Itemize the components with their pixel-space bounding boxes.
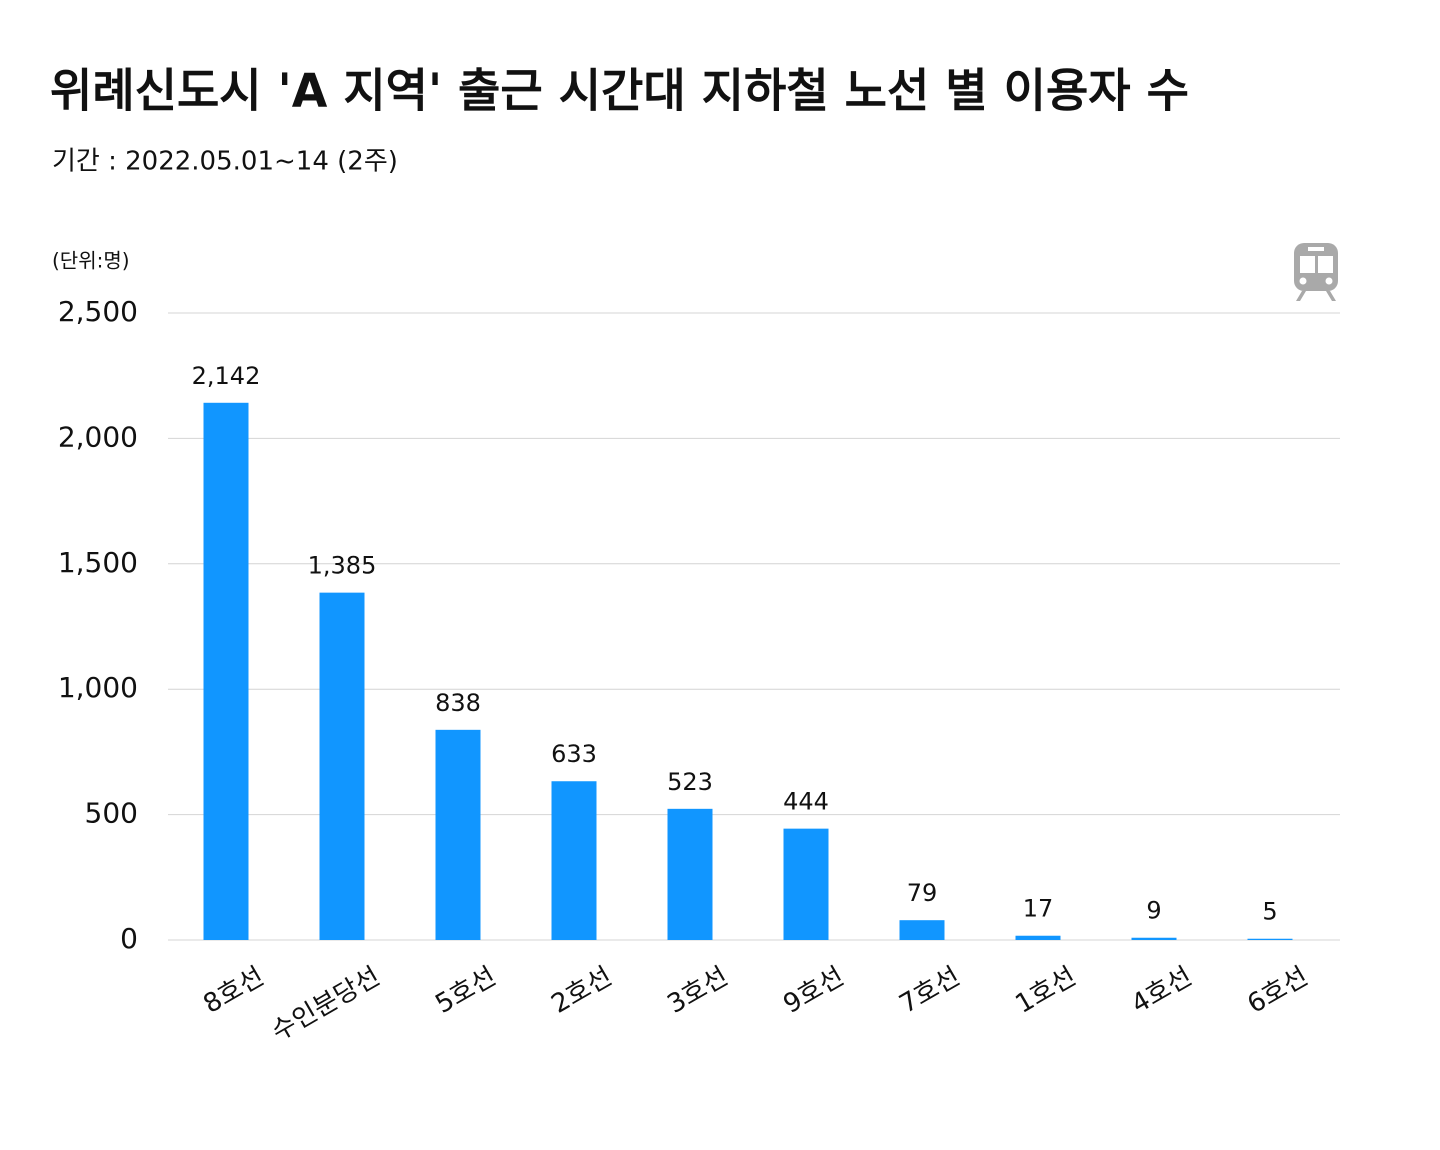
y-tick-label: 2,000 [58, 420, 138, 453]
x-tick-label: 9호선 [778, 962, 849, 1020]
x-tick-label: 4호선 [1126, 962, 1197, 1020]
chart-title: 위례신도시 'A 지역' 출근 시간대 지하철 노선 별 이용자 수 [50, 64, 1189, 118]
x-tick-label: 8호선 [198, 962, 269, 1020]
x-tick-label: 2호선 [546, 962, 617, 1020]
y-tick-label: 1,000 [58, 671, 138, 704]
x-tick-label: 5호선 [430, 962, 501, 1020]
x-tick-label: 6호선 [1242, 962, 1313, 1020]
bar [1131, 937, 1177, 940]
value-label: 9 [1146, 897, 1161, 925]
bar [435, 729, 481, 940]
y-tick-label: 2,500 [58, 295, 138, 328]
value-label: 79 [907, 879, 938, 907]
y-tick-label: 500 [85, 797, 138, 830]
bar [783, 828, 829, 940]
chart-subtitle: 기간 : 2022.05.01~14 (2주) [52, 147, 398, 177]
y-tick-label: 0 [120, 922, 138, 955]
value-label: 1,385 [308, 552, 377, 580]
bar [319, 592, 365, 940]
train-icon [1294, 243, 1338, 301]
value-label: 444 [783, 788, 829, 816]
unit-label: (단위:명) [52, 249, 130, 273]
value-label: 5 [1262, 898, 1277, 926]
bar [899, 920, 945, 940]
bar [667, 808, 713, 940]
bar [1015, 935, 1061, 940]
x-tick-label: 수인분당선 [267, 962, 386, 1048]
x-tick-label: 3호선 [662, 962, 733, 1020]
bar [203, 402, 249, 941]
value-label: 2,142 [192, 362, 261, 390]
value-label: 17 [1023, 895, 1054, 923]
x-tick-label: 7호선 [894, 962, 965, 1020]
y-tick-label: 1,500 [58, 546, 138, 579]
value-label: 633 [551, 740, 597, 768]
value-label: 523 [667, 768, 713, 796]
bar [1247, 938, 1293, 940]
bar [551, 781, 597, 940]
x-tick-label: 1호선 [1010, 962, 1081, 1020]
value-label: 838 [435, 689, 481, 717]
